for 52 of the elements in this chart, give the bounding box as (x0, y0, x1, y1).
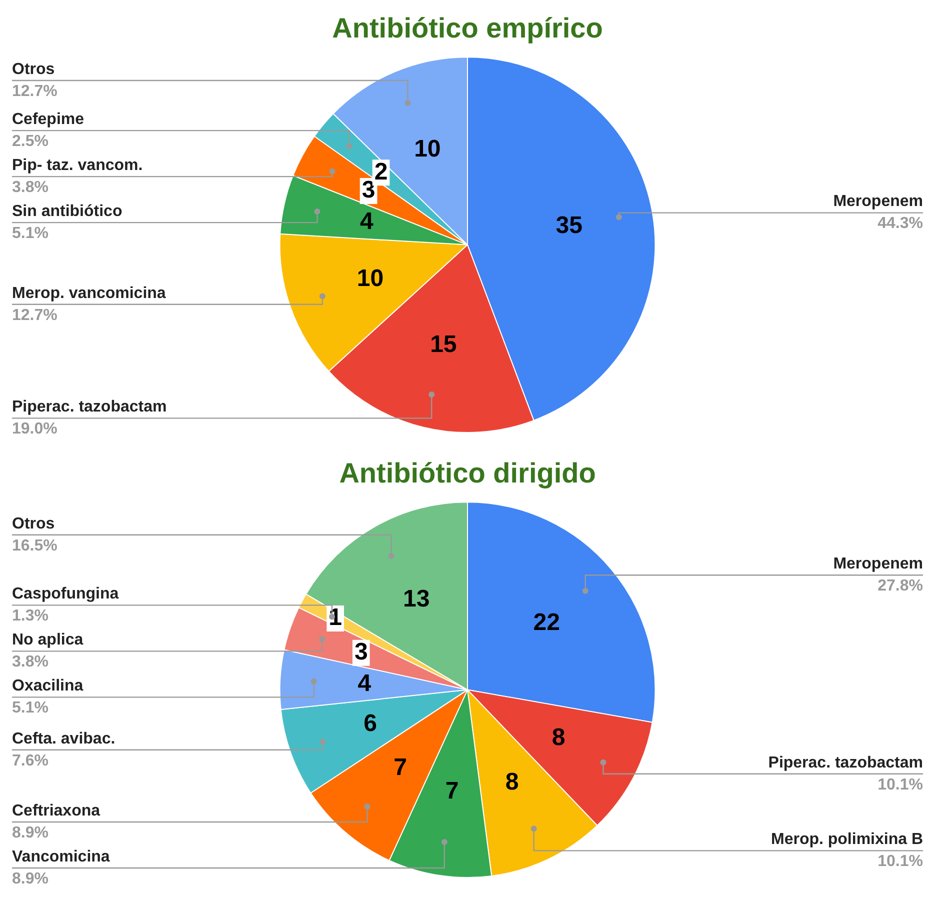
text: 6 (364, 710, 377, 738)
data-label: 10.1% (878, 853, 923, 870)
slice-label: Otros (12, 515, 55, 532)
chart-title: Antibiótico dirigido (339, 458, 596, 489)
slice-label: Meropenem (833, 193, 923, 210)
text: 4 (360, 208, 374, 236)
text: 4 (358, 670, 372, 697)
text: 8 (505, 768, 519, 796)
text: 8 (552, 724, 566, 752)
text: 10 (414, 135, 441, 162)
slice-label: Merop. polimixina B (770, 831, 923, 848)
slice-label: Pip- taz. vancom. (12, 156, 143, 174)
data-label: 5.1% (12, 224, 48, 242)
slice-label: Caspofungina (12, 586, 119, 603)
slice-label: No aplica (12, 632, 84, 649)
data-label: 8.9% (12, 824, 48, 842)
data-label: 12.7% (12, 306, 58, 324)
data-label: 16.5% (12, 537, 58, 554)
text: 10 (356, 264, 384, 292)
text: 2 (374, 158, 388, 186)
slice-label: Merop. vancomicina (12, 284, 166, 302)
data-label: 7.6% (12, 752, 48, 770)
data-label: 44.3% (878, 215, 923, 232)
slice-label: Oxacilina (12, 678, 84, 695)
text: 3 (362, 176, 376, 204)
text: 15 (430, 330, 457, 358)
slice-label: Piperac. tazobactam (12, 398, 167, 416)
slice-label: Cefepime (12, 110, 84, 128)
data-label: 5.1% (12, 700, 48, 717)
data-label: 27.8% (878, 578, 923, 595)
text: 35 (556, 212, 582, 239)
data-label: 10.1% (878, 776, 923, 794)
data-label: 3.8% (12, 178, 48, 196)
text: 22 (533, 609, 560, 636)
slice-label: Piperac. tazobactam (768, 754, 923, 772)
data-label: 3.8% (12, 654, 48, 671)
slice-label: Meropenem (833, 556, 923, 573)
text: 13 (403, 586, 430, 613)
data-label: 1.3% (12, 608, 48, 625)
text: 7 (445, 777, 459, 804)
slice-label: Vancomicina (12, 848, 110, 866)
data-label: 8.9% (12, 870, 48, 888)
slice-label: Ceftriaxona (12, 802, 100, 820)
chart-title: Antibiótico empírico (332, 12, 603, 44)
slice-label: Otros (12, 60, 55, 78)
data-label: 12.7% (12, 82, 58, 100)
slice-label: Sin antibiótico (12, 202, 122, 220)
text: 7 (394, 754, 407, 781)
text: 3 (354, 638, 368, 666)
slice-label: Cefta. avibac. (12, 730, 116, 748)
data-label: 2.5% (12, 132, 48, 150)
data-label: 19.0% (12, 420, 58, 438)
